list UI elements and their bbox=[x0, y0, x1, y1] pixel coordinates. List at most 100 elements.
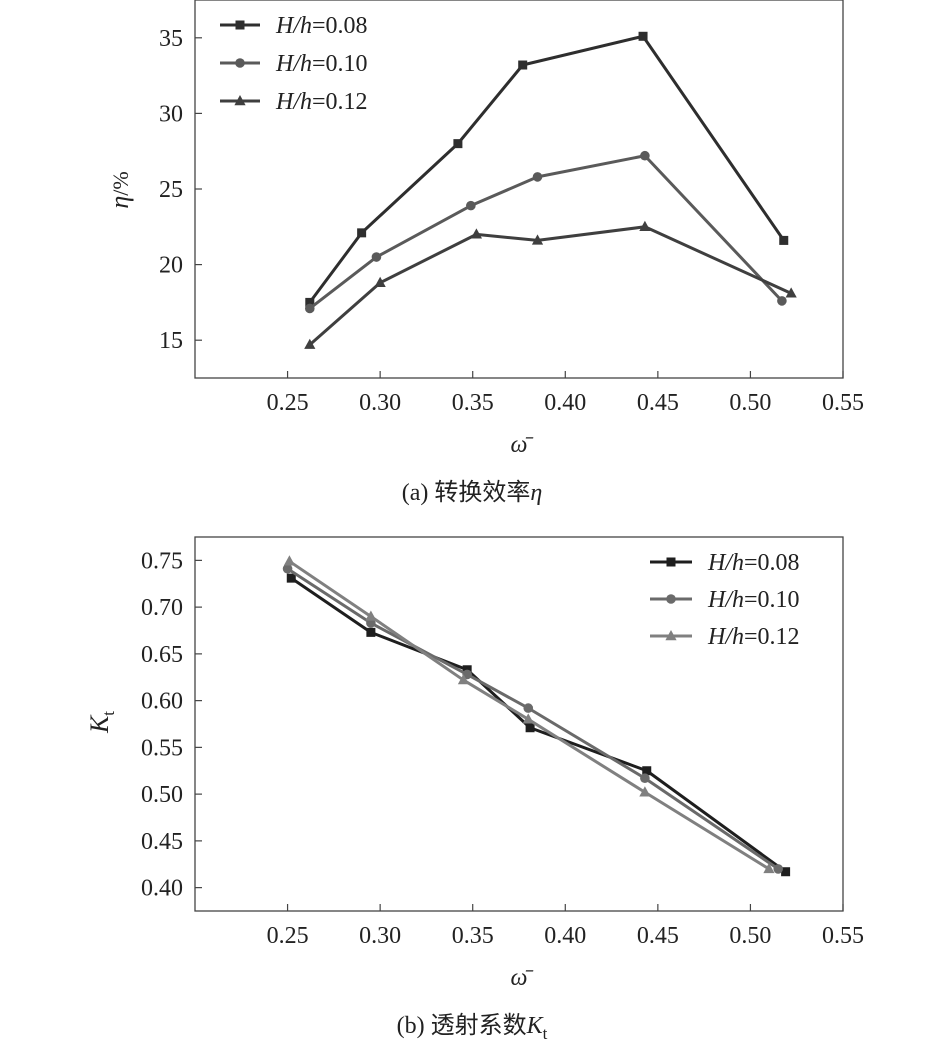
data-point bbox=[371, 252, 382, 262]
chart-caption-symbol: η bbox=[530, 480, 542, 506]
data-point bbox=[522, 713, 534, 724]
legend-label: H/h=0.12 bbox=[707, 624, 800, 650]
data-point bbox=[304, 338, 316, 349]
y-axis-label-symbol: K bbox=[85, 714, 114, 734]
x-tick-label: 0.50 bbox=[729, 390, 771, 416]
data-point bbox=[282, 563, 293, 574]
legend-label: H/h=0.10 bbox=[707, 587, 800, 613]
x-tick-label: 0.45 bbox=[637, 923, 679, 949]
data-point bbox=[523, 703, 534, 713]
data-point bbox=[639, 220, 651, 231]
x-tick-label: 0.35 bbox=[452, 390, 494, 416]
x-tick-label: 0.50 bbox=[729, 923, 771, 949]
legend-marker bbox=[235, 58, 245, 68]
x-axis-label: ω̄ bbox=[511, 432, 534, 458]
data-point bbox=[531, 234, 544, 245]
data-point bbox=[305, 297, 315, 307]
y-tick-label: 0.55 bbox=[141, 735, 183, 761]
y-axis-label-subscript: t bbox=[99, 711, 118, 716]
y-tick-label: 0.60 bbox=[141, 689, 183, 715]
legend-label-value: =0.12 bbox=[312, 89, 368, 115]
data-point bbox=[283, 555, 296, 566]
series-line bbox=[308, 225, 792, 346]
chart-caption-subscript: t bbox=[543, 1024, 548, 1043]
y-tick-label: 0.70 bbox=[141, 595, 183, 621]
x-tick-label: 0.30 bbox=[359, 923, 401, 949]
y-tick-label: 0.50 bbox=[141, 782, 183, 808]
y-axis-label: η/% bbox=[105, 171, 134, 208]
x-tick-label: 0.35 bbox=[452, 923, 494, 949]
data-point bbox=[365, 610, 377, 621]
legend-label: H/h=0.12 bbox=[275, 89, 368, 115]
y-tick-label: 30 bbox=[159, 101, 183, 127]
data-point bbox=[304, 303, 315, 314]
data-point bbox=[763, 862, 775, 874]
legend-label: H/h=0.08 bbox=[275, 13, 368, 39]
legend-label-var: H/h bbox=[275, 89, 312, 115]
legend-label-var: H/h bbox=[707, 587, 744, 613]
legend-marker bbox=[234, 95, 246, 106]
legend-label-value: =0.12 bbox=[744, 624, 800, 650]
data-point bbox=[470, 228, 483, 239]
legend-label-var: H/h bbox=[707, 624, 744, 650]
legend-label-value: =0.08 bbox=[312, 13, 368, 39]
series-2 bbox=[304, 150, 787, 314]
chart-caption-text: (b) 透射系数 bbox=[397, 1012, 527, 1039]
data-point bbox=[777, 296, 787, 306]
y-tick-label: 15 bbox=[159, 328, 183, 354]
data-point bbox=[640, 773, 650, 784]
data-point bbox=[374, 276, 386, 287]
data-point bbox=[518, 60, 528, 70]
series-line bbox=[308, 34, 785, 304]
x-axis-label: ω̄ bbox=[511, 965, 534, 991]
series-line bbox=[286, 567, 780, 871]
x-tick-label: 0.45 bbox=[637, 390, 679, 416]
y-tick-label: 25 bbox=[159, 177, 183, 203]
y-axis-label-symbol: η bbox=[105, 196, 134, 209]
chart-caption-symbol: K bbox=[526, 1013, 545, 1039]
legend-label-value: =0.10 bbox=[744, 587, 800, 613]
legend-label: H/h=0.08 bbox=[707, 550, 800, 576]
y-tick-label: 0.75 bbox=[141, 548, 183, 574]
legend-label-value: =0.08 bbox=[744, 550, 800, 576]
series-line bbox=[308, 154, 783, 310]
y-axis-label: Kt bbox=[85, 711, 118, 734]
data-point bbox=[366, 627, 376, 637]
y-tick-label: 0.45 bbox=[141, 829, 183, 855]
legend-label: H/h=0.10 bbox=[275, 51, 368, 77]
legend: H/h=0.08H/h=0.10H/h=0.12 bbox=[650, 550, 800, 650]
chart-caption: (a) 转换效率η bbox=[402, 479, 543, 506]
x-tick-label: 0.30 bbox=[359, 390, 401, 416]
data-point bbox=[525, 723, 535, 733]
data-point bbox=[466, 200, 476, 211]
x-tick-label: 0.55 bbox=[822, 390, 864, 416]
x-tick-label: 0.40 bbox=[544, 923, 586, 949]
data-point bbox=[779, 235, 789, 245]
y-tick-label: 20 bbox=[159, 253, 183, 279]
data-point bbox=[642, 766, 652, 776]
chart-b: 0.25 0.30 0.35 0.40 0.45 0.50 0.55 0.40 0.45 0.50… bbox=[85, 536, 864, 1043]
data-point bbox=[773, 864, 783, 874]
series-line bbox=[290, 576, 787, 873]
series-line bbox=[288, 560, 770, 871]
y-tick-label: 35 bbox=[159, 26, 183, 52]
legend-marker bbox=[666, 557, 676, 567]
x-tick-label: 0.25 bbox=[267, 923, 309, 949]
plot-frame bbox=[194, 536, 844, 912]
x-tick-label: 0.55 bbox=[822, 923, 864, 949]
legend-marker bbox=[665, 630, 677, 641]
legend-marker bbox=[235, 20, 245, 30]
data-point bbox=[639, 786, 651, 797]
data-point bbox=[286, 573, 296, 583]
legend-label-var: H/h bbox=[275, 51, 312, 77]
data-point bbox=[638, 31, 648, 41]
chart-caption-text: (a) 转换效率 bbox=[402, 479, 531, 506]
chart-caption: (b) 透射系数Kt bbox=[397, 1012, 548, 1043]
data-point bbox=[640, 150, 650, 161]
y-axis-label-unit: /% bbox=[108, 171, 133, 195]
series-1 bbox=[305, 31, 789, 307]
legend-label-var: H/h bbox=[707, 550, 744, 576]
legend: H/h=0.08H/h=0.10H/h=0.12 bbox=[220, 13, 368, 115]
y-tick-label: 0.40 bbox=[141, 876, 183, 902]
